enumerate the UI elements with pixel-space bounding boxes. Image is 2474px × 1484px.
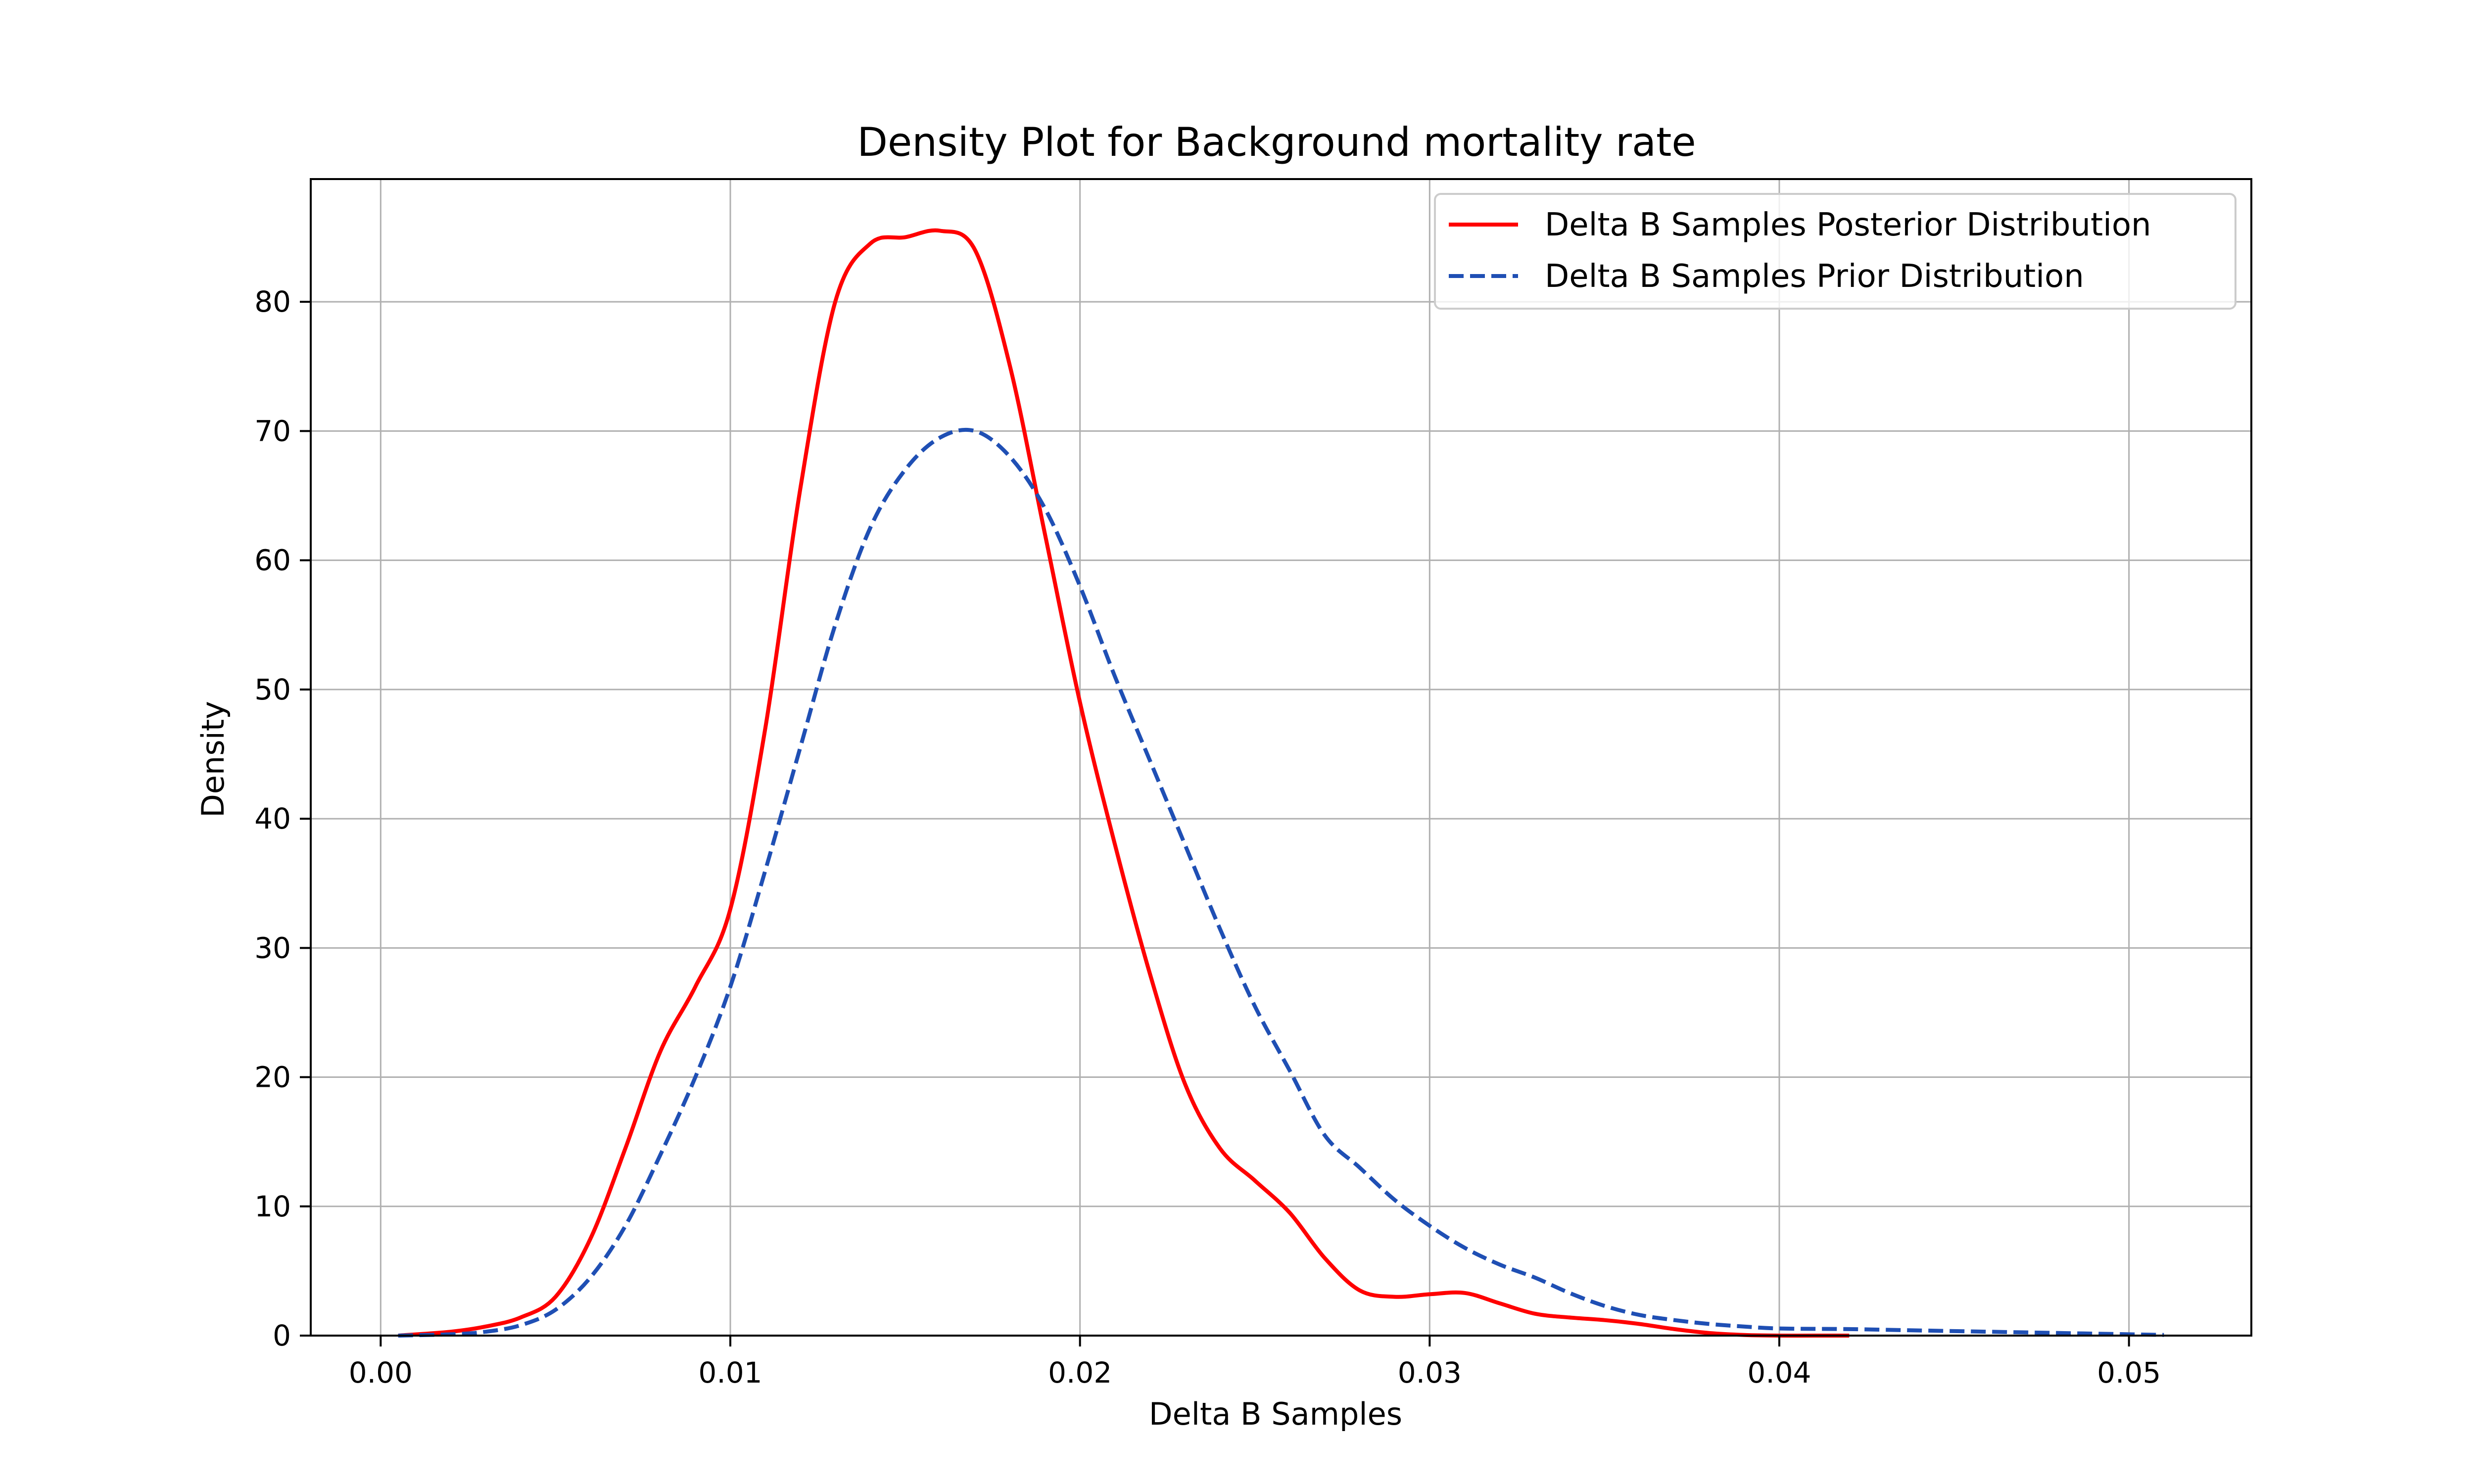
chart-title: Density Plot for Background mortality ra…	[857, 119, 1696, 165]
y-axis-label: Density	[195, 701, 231, 818]
x-axis-label: Delta B Samples	[1149, 1396, 1402, 1432]
posterior-density-line	[398, 228, 1850, 1338]
y-tick-label: 30	[254, 931, 291, 965]
y-tick-label: 10	[254, 1190, 291, 1223]
legend-posterior-label: Delta B Samples Posterior Distribution	[1545, 207, 2151, 243]
y-tick-label: 50	[254, 673, 291, 706]
x-tick-label: 0.02	[1048, 1356, 1112, 1390]
x-tick-label: 0.00	[349, 1356, 413, 1390]
x-tick-label: 0.03	[1398, 1356, 1462, 1390]
y-tick-label: 80	[254, 285, 291, 319]
y-tick-label: 0	[273, 1319, 291, 1352]
legend-frame	[1434, 193, 2236, 310]
x-tick-label: 0.01	[698, 1356, 762, 1390]
series-layer	[398, 228, 2164, 1338]
y-tick-label: 40	[254, 802, 291, 835]
legend: Delta B Samples Posterior Distribution De…	[1434, 193, 2236, 310]
legend-prior-label: Delta B Samples Prior Distribution	[1545, 258, 2084, 295]
y-tick-label: 70	[254, 414, 291, 448]
grid	[311, 179, 2251, 1337]
y-tick-label: 60	[254, 544, 291, 577]
prior-density-line	[398, 427, 2164, 1338]
x-axis: 0.00 0.01 0.02 0.03 0.04 0.05	[349, 1336, 2161, 1390]
y-tick-label: 20	[254, 1061, 291, 1094]
x-tick-label: 0.05	[2097, 1356, 2161, 1390]
x-tick-label: 0.04	[1747, 1356, 1811, 1390]
y-axis: 0 10 20 30 40 50 60 70 80	[254, 285, 311, 1352]
plot-frame	[310, 178, 2252, 1337]
